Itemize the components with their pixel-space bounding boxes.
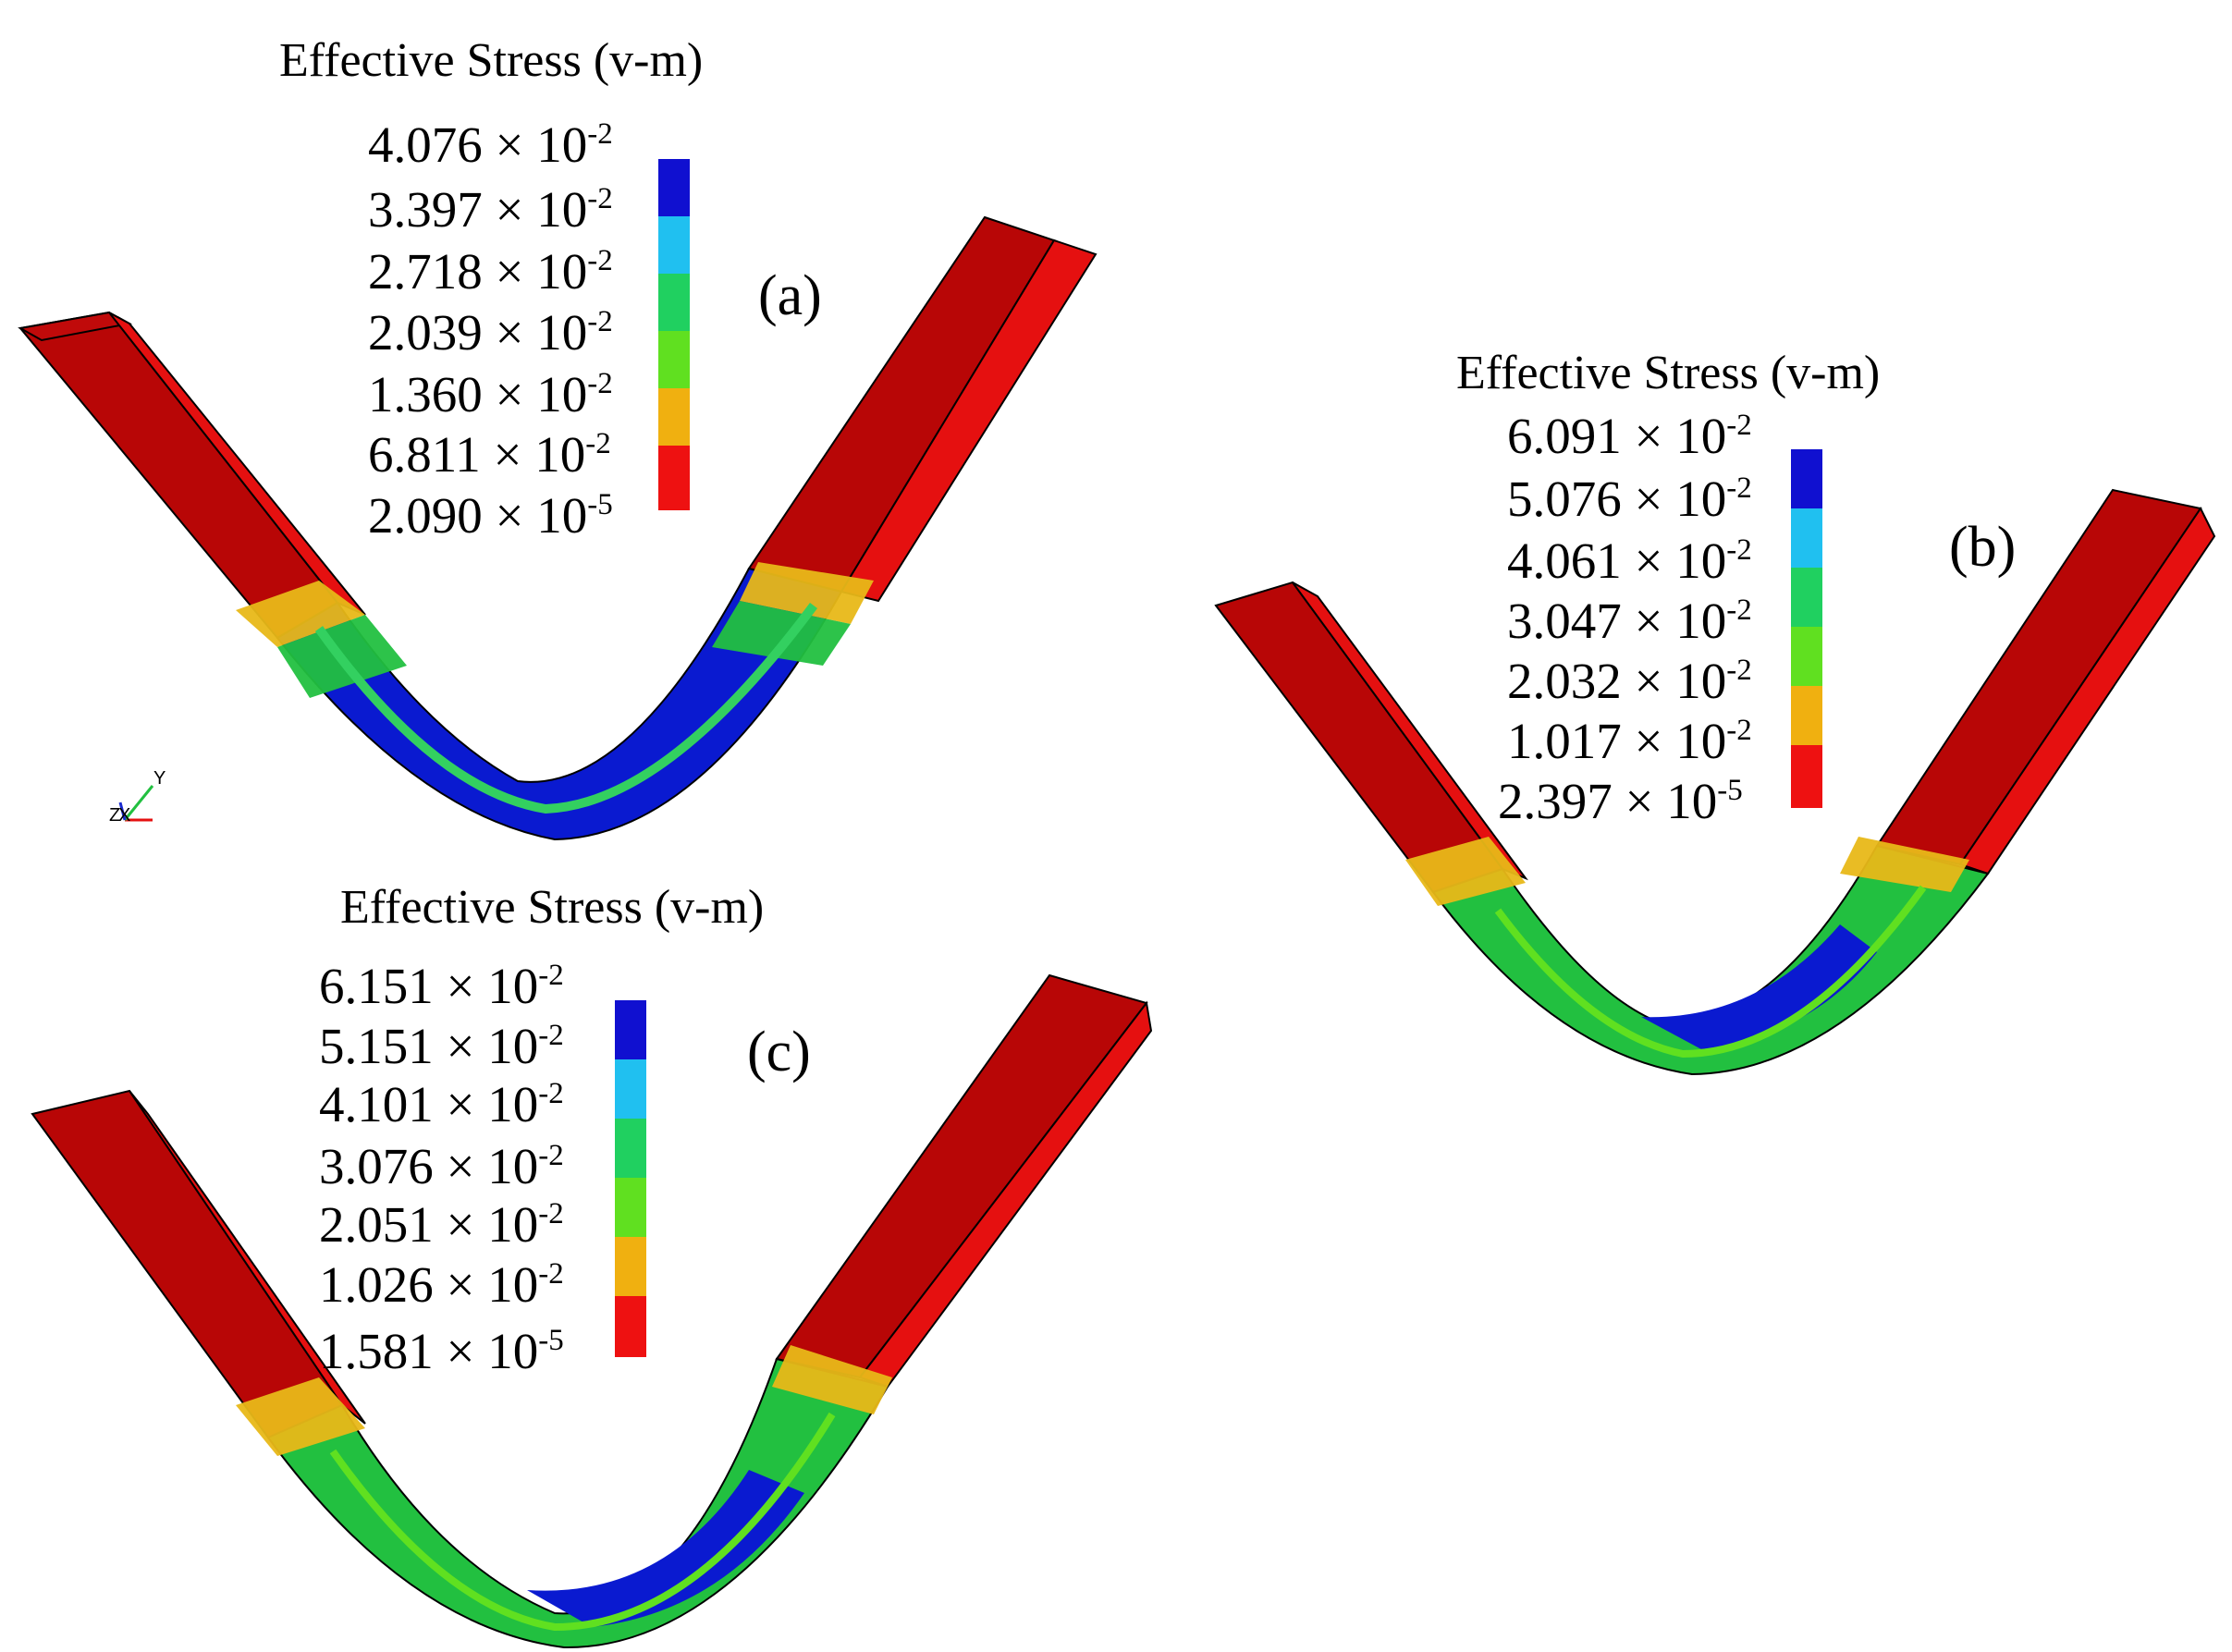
legend-b-tick: 2.397 × 10-5 (1498, 773, 1743, 829)
beam-a-band-left (236, 581, 365, 647)
legend-a: Effective Stress (v-m) 4.076 × 10-2 3.39… (279, 34, 822, 544)
legend-a-title: Effective Stress (v-m) (279, 34, 703, 87)
beam-b-blue-zone (1641, 924, 1877, 1049)
legend-c-band-3 (615, 1119, 646, 1178)
legend-a-band-6 (658, 446, 690, 510)
legend-a-band-5 (658, 388, 690, 446)
legend-b-band-4 (1791, 627, 1822, 686)
beam-b-left-arm-side (1292, 581, 1528, 881)
beam-a-band-right-green (712, 601, 851, 666)
legend-b-tick: 2.032 × 10-2 (1507, 653, 1752, 709)
panel-label-b: (b) (1949, 516, 2016, 579)
legend-a-band-4 (658, 331, 690, 388)
legend-b-band-6 (1791, 745, 1822, 808)
legend-b-tick: 6.091 × 10-2 (1507, 408, 1752, 464)
axis-triad: Y Z X (109, 768, 166, 826)
legend-b-band-2 (1791, 508, 1822, 568)
legend-b-tick: 1.017 × 10-2 (1507, 713, 1752, 769)
legend-b-colorbar (1791, 449, 1822, 808)
legend-a-band-2 (658, 216, 690, 274)
legend-c-colorbar (615, 1000, 646, 1357)
beam-a-right-arm-side (840, 239, 1098, 603)
legend-a-colorbar (658, 159, 690, 510)
legend-a-tick: 4.076 × 10-2 (368, 116, 613, 173)
legend-b-band-3 (1791, 568, 1822, 627)
axis-y-label: Y (153, 768, 166, 789)
legend-b-tick: 5.076 × 10-2 (1507, 471, 1752, 527)
axis-z-line (118, 802, 127, 821)
legend-c-band-2 (615, 1059, 646, 1119)
beam-c-center-strip (329, 1412, 836, 1632)
beam-c-blue-zone (527, 1470, 804, 1627)
legend-c-band-1 (615, 1000, 646, 1059)
beam-c-left-arm-side (129, 1090, 366, 1425)
legend-b-tick: 3.047 × 10-2 (1507, 593, 1752, 649)
beam-a (18, 215, 1098, 841)
legend-c-tick: 1.026 × 10-2 (319, 1256, 564, 1313)
legend-c-title: Effective Stress (v-m) (340, 881, 764, 934)
panel-label-c: (c) (747, 1021, 811, 1083)
beam-b-center-strip (1494, 885, 1927, 1059)
beam-a-center-strip (314, 603, 818, 814)
legend-a-tick: 1.360 × 10-2 (368, 366, 613, 422)
beam-c-band-right (772, 1345, 892, 1414)
beam-b-bottom-u (1431, 844, 1990, 1076)
legend-b-tick: 4.061 × 10-2 (1507, 532, 1752, 589)
legend-a-tick: 6.811 × 10-2 (368, 426, 611, 483)
beam-c-band-left (236, 1377, 365, 1456)
panel-label-a: (a) (758, 264, 822, 327)
legend-c-tick: 3.076 × 10-2 (319, 1138, 564, 1194)
legend-c-tick: 6.151 × 10-2 (319, 958, 564, 1014)
legend-a-tick: 2.039 × 10-2 (368, 304, 613, 361)
beam-b (1214, 488, 2216, 1076)
legend-a-tick: 2.718 × 10-2 (368, 243, 613, 300)
legend-c-tick: 2.051 × 10-2 (319, 1196, 564, 1253)
legend-a-band-1 (658, 159, 690, 216)
legend-c: Effective Stress (v-m) 6.151 × 10-2 5.15… (319, 881, 811, 1379)
axis-z-label: Z (109, 805, 120, 826)
beam-a-left-arm-face (18, 311, 339, 640)
legend-c-tick: 5.151 × 10-2 (319, 1018, 564, 1074)
beam-b-right-arm-face (1875, 488, 2202, 866)
legend-c-band-6 (615, 1296, 646, 1357)
beam-a-band-right (740, 562, 874, 624)
legend-c-band-5 (615, 1237, 646, 1296)
legend-b-band-5 (1791, 686, 1822, 745)
axis-x-label: X (118, 805, 130, 826)
legend-c-band-4 (615, 1178, 646, 1237)
legend-c-tick: 1.581 × 10-5 (319, 1323, 564, 1379)
legend-b: Effective Stress (v-m) 6.091 × 10-2 5.07… (1456, 347, 2016, 829)
legend-a-tick: 3.397 × 10-2 (368, 181, 613, 238)
legend-b-band-1 (1791, 449, 1822, 508)
beam-b-band-left (1405, 837, 1526, 906)
beam-b-band-right (1840, 837, 1969, 892)
legend-c-tick: 4.101 × 10-2 (319, 1076, 564, 1132)
beam-c-right-arm-face (775, 973, 1148, 1379)
legend-a-band-3 (658, 274, 690, 331)
legend-b-title: Effective Stress (v-m) (1456, 347, 1880, 399)
beam-c (31, 973, 1153, 1649)
axis-y-line (123, 785, 154, 821)
legend-a-tick: 2.090 × 10-5 (368, 487, 613, 544)
